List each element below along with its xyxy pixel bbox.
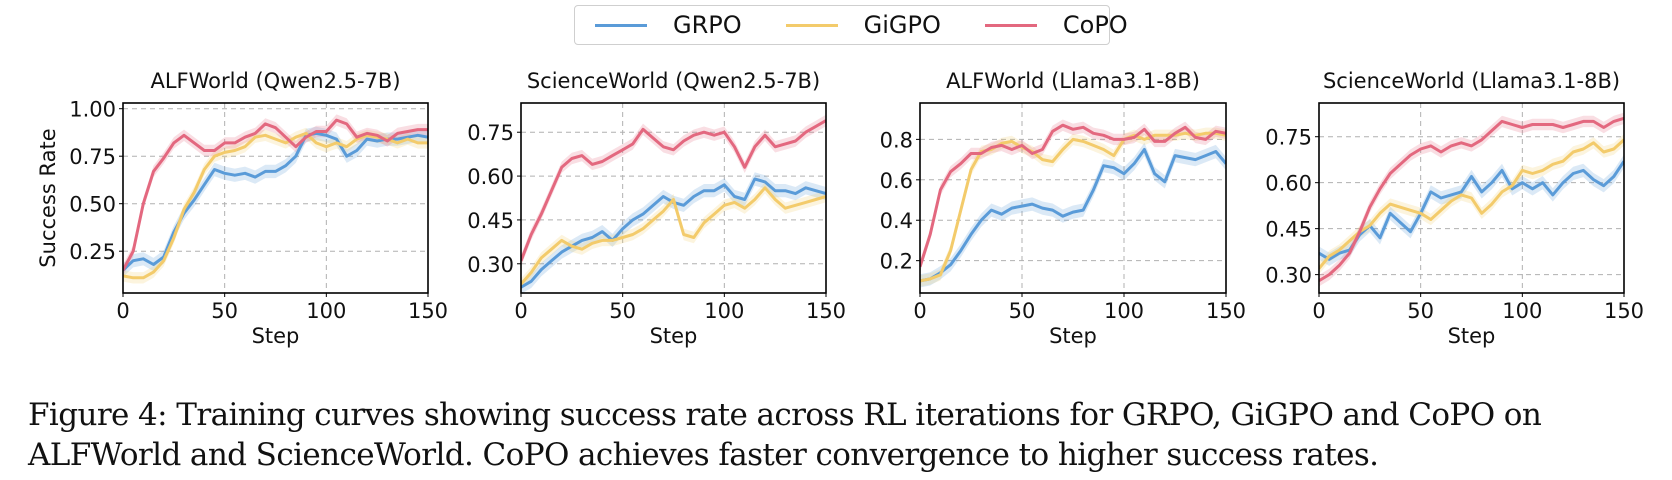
y-tick-label: 0.25 <box>69 240 116 264</box>
y-tick-label: 0.6 <box>880 169 913 193</box>
x-tick-label: 100 <box>1104 299 1144 323</box>
x-tick-label: 150 <box>806 299 846 323</box>
x-axis-label: Step <box>252 324 300 348</box>
x-tick-label: 0 <box>913 299 926 323</box>
series-line-gigpo <box>1319 138 1624 270</box>
subplot-title: ALFWorld (Llama3.1-8B) <box>946 69 1200 93</box>
figure-charts: ALFWorld (Qwen2.5-7B) 0 50 100 150 0.25 0.50 0.… <box>36 69 1644 348</box>
plot-frame <box>919 102 1227 294</box>
legend-swatch-copo <box>984 23 1037 27</box>
confidence-band-grpo <box>1319 154 1624 266</box>
x-tick-label: 0 <box>1312 299 1325 323</box>
x-tick-label: 50 <box>1009 299 1036 323</box>
y-tick-label: 0.45 <box>1265 218 1312 242</box>
legend-item-grpo: GRPO <box>595 11 742 39</box>
subplot-title: ALFWorld (Qwen2.5-7B) <box>150 69 400 93</box>
subplot-2: ScienceWorld (Qwen2.5-7B) 0 50 100 150 0.30 0.… <box>467 69 846 348</box>
y-tick-label: 0.30 <box>1265 264 1312 288</box>
caption-line-1: Figure 4: Training curves showing succes… <box>28 397 1542 433</box>
series-line-copo <box>521 119 826 262</box>
x-axis-label: Step <box>650 324 698 348</box>
legend-item-copo: CoPO <box>984 11 1128 39</box>
chart-legend: GRPO GiGPO CoPO <box>574 5 1128 45</box>
x-tick-label: 50 <box>609 299 636 323</box>
x-tick-label: 150 <box>408 299 448 323</box>
confidence-band-grpo <box>521 172 826 293</box>
series-line-grpo <box>920 148 1226 283</box>
confidence-band-grpo <box>920 142 1226 288</box>
figure-caption: Figure 4: Training curves showing succes… <box>28 395 1668 475</box>
y-tick-label: 0.30 <box>467 253 514 277</box>
plot-frame <box>122 102 429 294</box>
confidence-band-gigpo <box>521 182 826 290</box>
y-tick-label: 0.60 <box>1265 172 1312 196</box>
x-axis-label: Step <box>1049 324 1097 348</box>
subplot-1: ALFWorld (Qwen2.5-7B) 0 50 100 150 0.25 0.50 0.… <box>36 69 448 348</box>
subplot-title: ScienceWorld (Qwen2.5-7B) <box>527 69 820 93</box>
confidence-band-copo <box>123 114 428 276</box>
y-tick-label: 0.60 <box>467 165 514 189</box>
legend-label-copo: CoPO <box>1062 11 1128 39</box>
series-line-gigpo <box>521 186 826 286</box>
y-tick-label: 0.75 <box>1265 126 1312 150</box>
x-axis-label: Step <box>1448 324 1496 348</box>
x-tick-label: 100 <box>704 299 744 323</box>
y-tick-label: 0.4 <box>880 209 913 233</box>
x-tick-label: 100 <box>306 299 346 323</box>
x-tick-label: 150 <box>1604 299 1644 323</box>
x-tick-label: 100 <box>1502 299 1542 323</box>
series-line-copo <box>920 123 1226 268</box>
y-tick-label: 0.75 <box>467 121 514 145</box>
confidence-band-copo <box>521 114 826 267</box>
y-tick-label: 0.8 <box>880 128 913 152</box>
plot-frame <box>520 102 827 294</box>
x-tick-label: 50 <box>1407 299 1434 323</box>
y-tick-label: 0.45 <box>467 209 514 233</box>
legend-label-grpo: GRPO <box>673 11 742 39</box>
subplot-4: ScienceWorld (Llama3.1-8B) 0 50 100 150 0.30 0… <box>1265 69 1644 348</box>
x-tick-label: 50 <box>211 299 238 323</box>
y-tick-label: 1.00 <box>69 98 116 122</box>
legend-swatch-grpo <box>595 23 647 27</box>
x-tick-label: 0 <box>514 299 527 323</box>
caption-line-2: ALFWorld and ScienceWorld. CoPO achieves… <box>28 437 1379 473</box>
x-tick-label: 0 <box>116 299 129 323</box>
legend-swatch-gigpo <box>785 23 838 27</box>
y-axis-label: Success Rate <box>36 128 60 267</box>
legend-item-gigpo: GiGPO <box>785 11 941 39</box>
x-tick-label: 150 <box>1206 299 1246 323</box>
confidence-band-gigpo <box>1319 134 1624 275</box>
legend-label-gigpo: GiGPO <box>863 11 941 39</box>
subplot-3: ALFWorld (Llama3.1-8B) 0 50 100 150 0.2 0.4 0.6… <box>880 69 1246 348</box>
y-tick-label: 0.2 <box>880 250 913 274</box>
y-tick-label: 0.75 <box>69 145 116 169</box>
plot-frame <box>1318 102 1625 294</box>
subplot-title: ScienceWorld (Llama3.1-8B) <box>1323 69 1620 93</box>
y-tick-label: 0.50 <box>69 193 116 217</box>
